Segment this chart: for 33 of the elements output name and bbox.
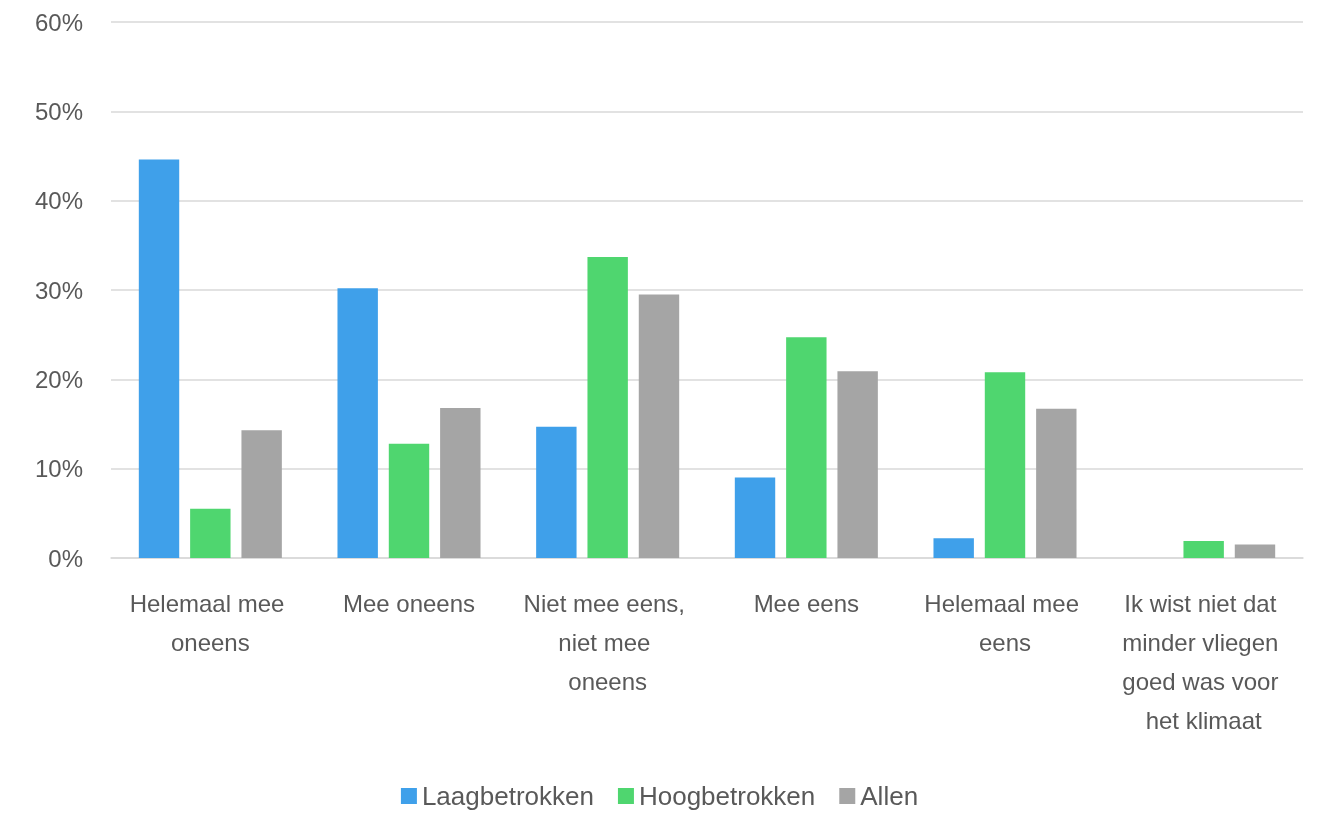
bar: [587, 256, 628, 558]
bar: [837, 371, 878, 558]
x-tick-label: Helemaal mee oneens: [129, 590, 292, 656]
bar: [190, 508, 231, 558]
legend-label: Hoogbetrokken: [638, 781, 816, 811]
bar: [536, 426, 577, 558]
y-tick-label: 20%: [34, 365, 83, 393]
bar: [440, 407, 481, 558]
legend-label: Laagbetrokken: [421, 781, 594, 811]
bar: [984, 372, 1026, 558]
y-tick-label: 10%: [34, 455, 83, 483]
x-tick-label: Helemaal mee eens: [924, 590, 1086, 656]
bar: [786, 337, 827, 558]
bar: [337, 288, 378, 558]
bar: [138, 159, 180, 558]
y-tick-label: 50%: [34, 97, 83, 125]
bar: [734, 477, 776, 558]
y-tick-label: 40%: [34, 187, 83, 215]
legend-label: Allen: [860, 781, 919, 811]
bar: [638, 294, 680, 558]
y-tick-label: 0%: [48, 544, 83, 572]
x-tick-label: Niet mee eens, niet mee oneens: [523, 590, 692, 695]
x-tick-label: Mee eens: [753, 590, 860, 617]
bar: [241, 430, 282, 558]
bar: [1183, 541, 1224, 558]
y-tick-label: 60%: [34, 8, 83, 36]
x-tick-label: Mee oneens: [342, 590, 476, 617]
y-tick-label: 30%: [34, 276, 83, 304]
bar: [1036, 408, 1077, 558]
bar: [388, 443, 430, 558]
bar: [933, 538, 974, 558]
x-tick-label: Ik wist niet dat minder vliegen goed was voor het klimaat: [1122, 590, 1286, 734]
bar: [1234, 544, 1276, 558]
